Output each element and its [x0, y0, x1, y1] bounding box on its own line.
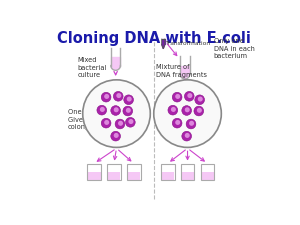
Bar — [201, 172, 214, 180]
Circle shape — [182, 131, 191, 141]
Bar — [127, 164, 141, 180]
Circle shape — [83, 80, 150, 147]
Bar — [87, 172, 101, 180]
Circle shape — [104, 94, 109, 99]
Circle shape — [115, 119, 125, 129]
Circle shape — [172, 118, 182, 128]
Text: Cloning DNA with E.coli: Cloning DNA with E.coli — [57, 31, 251, 46]
Text: Only one
DNA in each
bacterium: Only one DNA in each bacterium — [214, 38, 254, 59]
Circle shape — [198, 97, 203, 101]
Text: One bacterium
Gives one
colony: One bacterium Gives one colony — [68, 109, 118, 130]
Circle shape — [194, 106, 204, 116]
Circle shape — [123, 106, 133, 116]
Circle shape — [168, 105, 178, 115]
Bar — [181, 172, 194, 180]
Circle shape — [171, 107, 176, 112]
Circle shape — [124, 95, 134, 105]
Bar — [181, 164, 194, 180]
Circle shape — [128, 119, 134, 124]
Circle shape — [195, 95, 205, 105]
Text: Mixed
bacterial
culture: Mixed bacterial culture — [77, 57, 107, 78]
Circle shape — [184, 91, 194, 101]
Circle shape — [114, 107, 119, 112]
Polygon shape — [111, 65, 120, 70]
Circle shape — [113, 91, 123, 101]
Bar — [107, 164, 121, 180]
Circle shape — [111, 106, 121, 115]
Circle shape — [186, 119, 196, 129]
Circle shape — [154, 80, 221, 147]
Circle shape — [197, 108, 202, 113]
Polygon shape — [111, 57, 120, 65]
Circle shape — [100, 107, 105, 112]
Bar — [127, 172, 140, 180]
Circle shape — [118, 121, 123, 126]
Bar — [87, 164, 101, 180]
Circle shape — [185, 133, 190, 138]
Circle shape — [189, 121, 194, 126]
Text: Mixture of
DNA fragments: Mixture of DNA fragments — [156, 64, 207, 78]
Circle shape — [111, 131, 121, 141]
Circle shape — [104, 120, 109, 125]
Text: Transformation: Transformation — [165, 41, 211, 46]
Circle shape — [125, 117, 135, 127]
Circle shape — [127, 97, 132, 101]
Bar — [161, 164, 175, 180]
Circle shape — [116, 93, 121, 98]
Circle shape — [175, 120, 180, 125]
Circle shape — [187, 93, 192, 98]
Circle shape — [182, 106, 191, 115]
Circle shape — [185, 107, 190, 112]
Circle shape — [101, 118, 111, 128]
Polygon shape — [181, 66, 189, 74]
Circle shape — [175, 94, 180, 99]
Polygon shape — [181, 74, 189, 79]
Polygon shape — [162, 39, 165, 44]
Circle shape — [101, 92, 111, 102]
Circle shape — [172, 92, 182, 102]
Polygon shape — [162, 44, 165, 49]
Bar — [107, 172, 121, 180]
Circle shape — [97, 105, 106, 115]
Bar — [161, 172, 174, 180]
Bar — [200, 164, 214, 180]
Circle shape — [114, 133, 119, 138]
Circle shape — [126, 108, 131, 113]
